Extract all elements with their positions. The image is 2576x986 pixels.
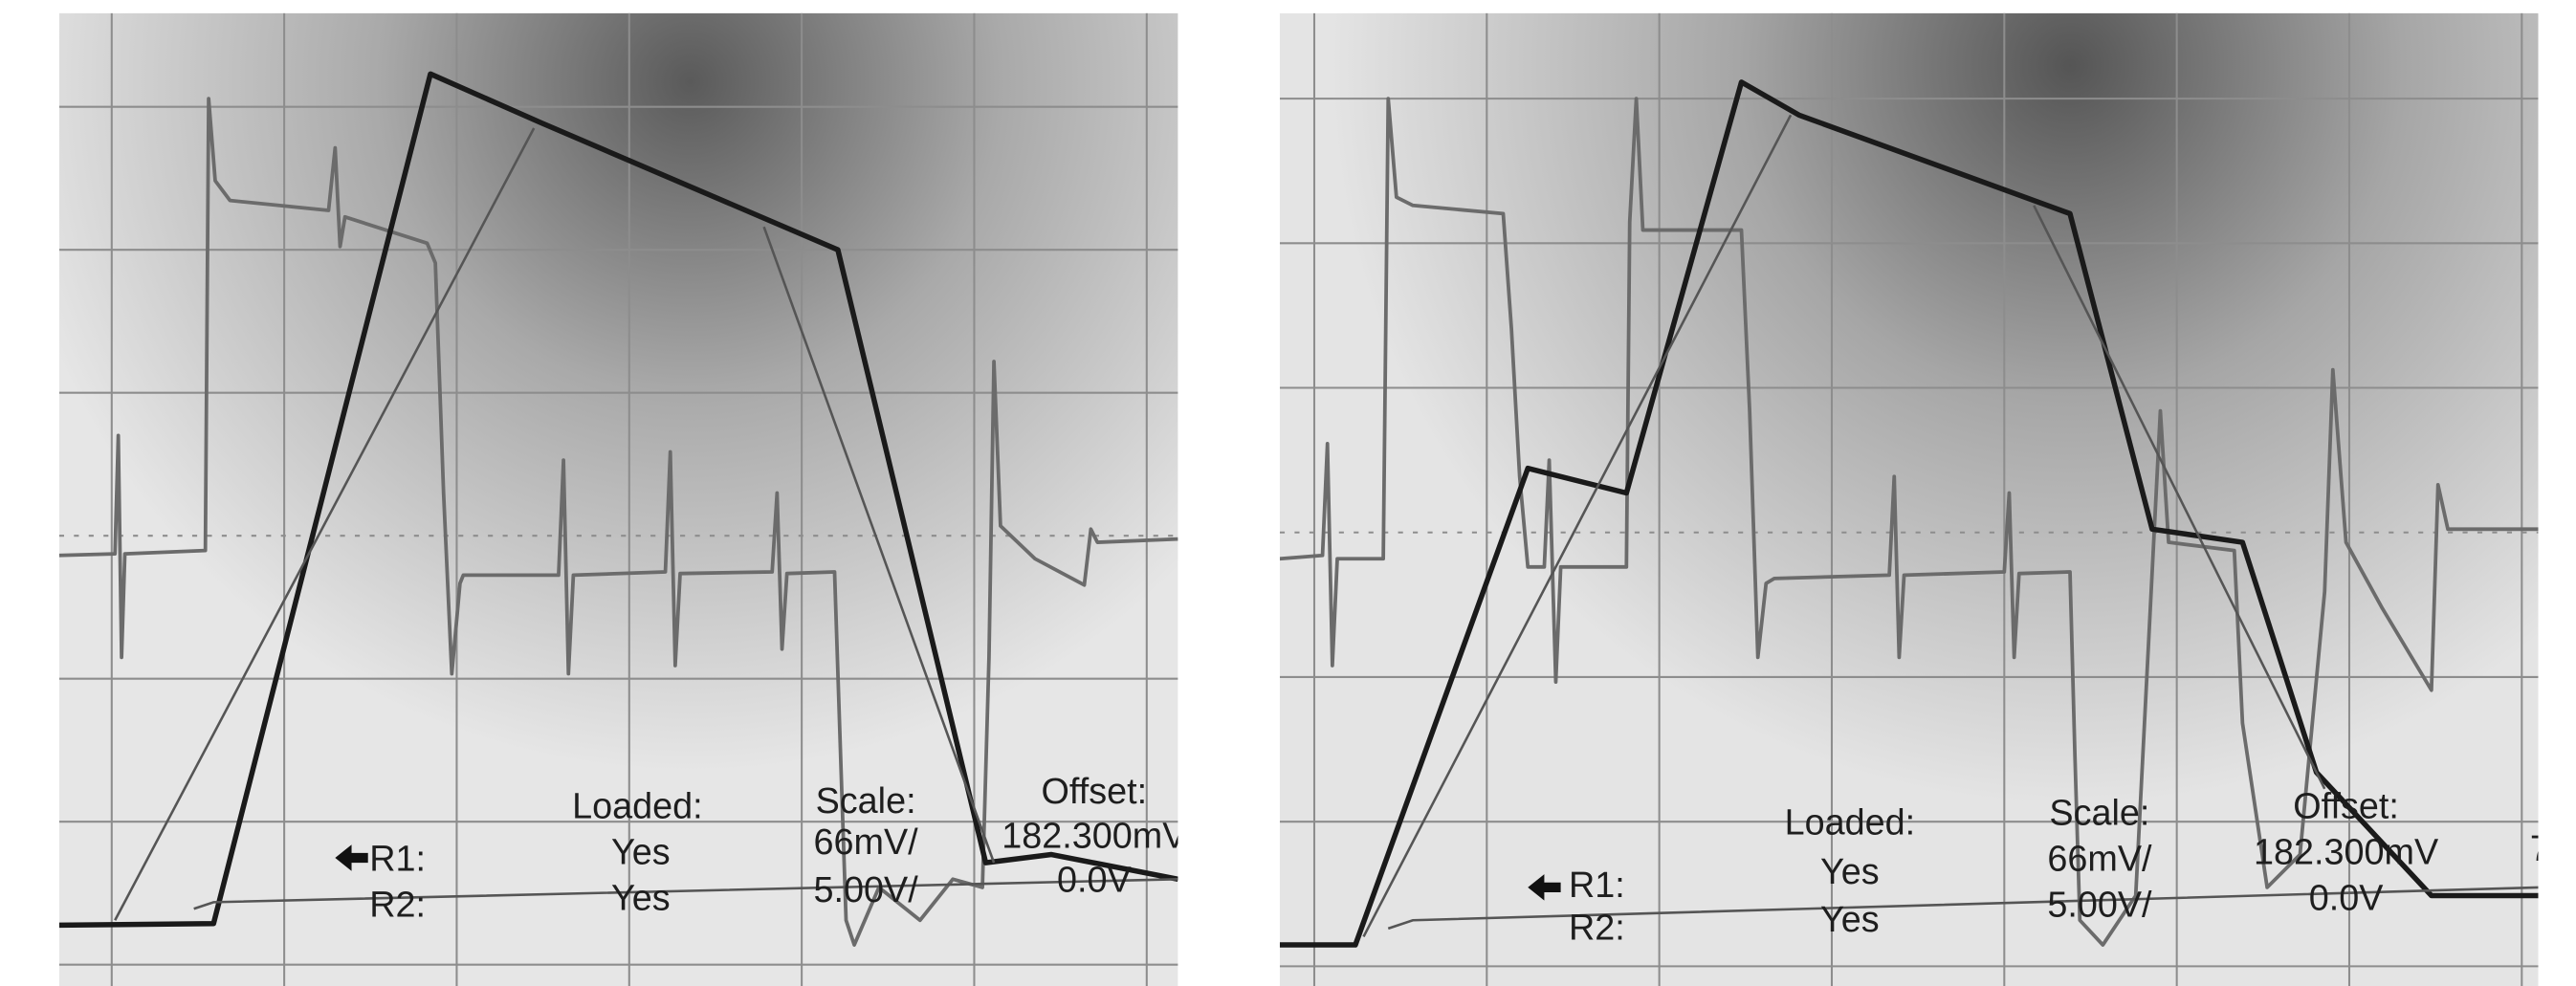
offset-label: Offset: (1042, 772, 1148, 812)
r2-label: R2: (1569, 909, 1625, 949)
scale-value: 66mV/ (2047, 839, 2152, 879)
loaded-value: Yes (611, 833, 671, 873)
loaded-value: Yes (1820, 900, 1880, 940)
extra-value: 7.0 (2530, 829, 2576, 869)
r1-label: R1: (1569, 865, 1625, 906)
page: R1: R2: Loaded: Yes Yes Scale: 66mV/ 5.0… (0, 0, 2576, 986)
scale-value: 66mV/ (814, 822, 919, 863)
offset-value: 0.0V (1057, 861, 1133, 901)
scale-label: Scale: (2049, 793, 2149, 833)
offset-label: Offset: (2293, 786, 2399, 826)
offset-value: 0.0V (2309, 879, 2385, 919)
r2-label: R2: (369, 885, 426, 925)
loaded-label: Loaded: (1785, 803, 1916, 844)
scope-right: R1: R2: Loaded: Yes Yes Scale: 66mV/ 5.0… (1280, 13, 2576, 986)
scale-label: Scale: (816, 781, 916, 822)
screenshot: R1: R2: Loaded: Yes Yes Scale: 66mV/ 5.0… (0, 0, 2576, 986)
offset-value: 182.300mV (1002, 816, 1187, 856)
scale-value: 5.00V/ (814, 870, 919, 910)
offset-value: 182.300mV (2254, 833, 2439, 873)
scope-left: R1: R2: Loaded: Yes Yes Scale: 66mV/ 5.0… (59, 13, 1187, 986)
r1-label: R1: (369, 839, 426, 879)
loaded-value: Yes (611, 879, 671, 919)
loaded-label: Loaded: (572, 786, 703, 826)
scale-value: 5.00V/ (2047, 885, 2152, 925)
loaded-value: Yes (1820, 852, 1880, 892)
